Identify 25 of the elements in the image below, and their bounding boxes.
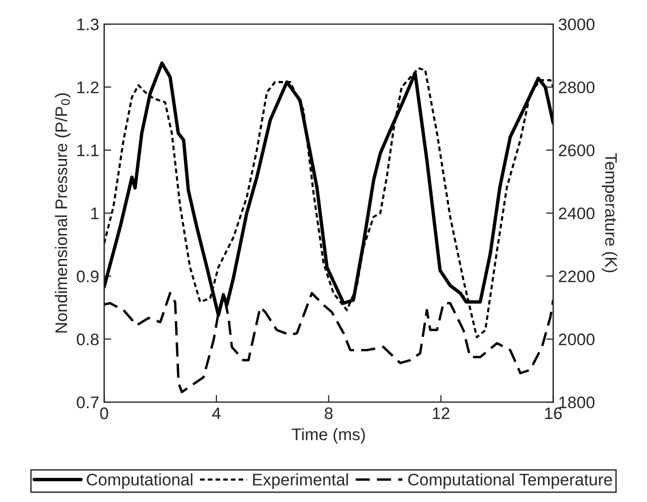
y2-tick-label: 2600	[558, 144, 594, 156]
legend-label: Experimental	[253, 473, 348, 489]
y-tick-label: 1.3	[77, 18, 99, 30]
x-tick-label: 12	[432, 407, 450, 420]
y-tick-label: 0.7	[76, 396, 98, 408]
y-tick-label: 1.1	[77, 144, 98, 156]
legend-label: Computational	[86, 473, 192, 489]
x-tick-label: 0	[100, 407, 108, 420]
x-axis-title: Time (ms)	[292, 428, 365, 444]
y2-tick-label: 3000	[558, 18, 594, 30]
y2-tick-label: 2200	[558, 270, 594, 282]
legend-label: Computational Temperature	[408, 473, 612, 489]
x-tick-label: 16	[545, 407, 562, 420]
y2-tick-label: 2800	[558, 82, 594, 94]
y-axis-title: Nondimensional Pressure (P/P$_{0}$)	[54, 93, 70, 332]
y-tick-label: 1	[91, 208, 98, 220]
y-tick-label: 1.2	[77, 82, 98, 94]
y-tick-label: 0.8	[76, 334, 99, 346]
y-tick-label: 0.9	[76, 270, 99, 282]
y2-tick-label: 2000	[558, 334, 594, 346]
y2-tick-label: 2400	[558, 208, 594, 220]
x-tick-label: 8	[324, 407, 333, 420]
y2-tick-label: 1800	[559, 396, 594, 408]
x-tick-label: 4	[212, 408, 221, 420]
y2-axis-title: Temperature (K)	[602, 153, 618, 272]
